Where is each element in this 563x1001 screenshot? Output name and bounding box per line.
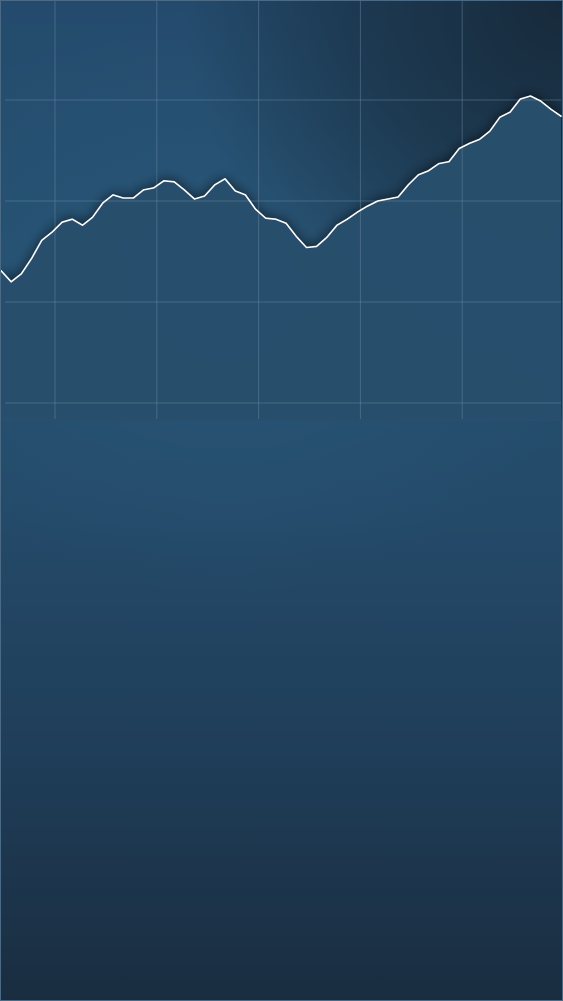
data-point-48 bbox=[489, 131, 491, 133]
data-point-41 bbox=[418, 174, 420, 176]
data-point-27 bbox=[275, 218, 277, 220]
data-point-37 bbox=[377, 200, 379, 202]
data-point-12 bbox=[122, 197, 124, 199]
data-point-22 bbox=[224, 178, 226, 180]
data-point-20 bbox=[204, 195, 206, 197]
data-point-23 bbox=[234, 190, 236, 192]
data-point-6 bbox=[61, 221, 63, 223]
data-point-30 bbox=[306, 247, 308, 249]
data-point-17 bbox=[173, 181, 175, 183]
data-point-55 bbox=[560, 115, 562, 117]
data-point-2 bbox=[21, 273, 23, 275]
data-point-11 bbox=[112, 194, 114, 196]
data-point-25 bbox=[255, 208, 257, 210]
data-point-34 bbox=[346, 218, 348, 220]
data-point-33 bbox=[336, 224, 338, 226]
data-point-42 bbox=[428, 170, 430, 172]
data-point-36 bbox=[367, 205, 369, 207]
data-point-40 bbox=[408, 184, 410, 186]
data-point-49 bbox=[499, 116, 501, 118]
data-point-52 bbox=[530, 95, 532, 97]
data-point-31 bbox=[316, 246, 318, 248]
data-point-19 bbox=[194, 198, 196, 200]
data-point-24 bbox=[245, 194, 247, 196]
data-point-10 bbox=[102, 202, 104, 204]
data-point-32 bbox=[326, 237, 328, 239]
data-point-46 bbox=[469, 143, 471, 145]
data-point-21 bbox=[214, 184, 216, 186]
series-line bbox=[1, 95, 562, 283]
data-point-50 bbox=[509, 111, 511, 113]
data-point-7 bbox=[72, 218, 74, 220]
chart-svg bbox=[1, 1, 562, 421]
data-point-35 bbox=[357, 211, 359, 213]
data-point-45 bbox=[458, 148, 460, 150]
data-point-9 bbox=[92, 216, 94, 218]
data-point-18 bbox=[184, 189, 186, 191]
data-point-44 bbox=[448, 161, 450, 163]
data-point-16 bbox=[163, 180, 165, 182]
data-point-14 bbox=[143, 189, 145, 191]
data-point-4 bbox=[41, 240, 43, 242]
data-point-51 bbox=[520, 98, 522, 100]
data-point-5 bbox=[51, 232, 53, 234]
data-point-38 bbox=[387, 198, 389, 200]
data-point-15 bbox=[153, 187, 155, 189]
data-point-54 bbox=[550, 108, 552, 110]
data-point-53 bbox=[540, 100, 542, 102]
data-point-39 bbox=[397, 196, 399, 198]
data-point-43 bbox=[438, 163, 440, 165]
data-point-8 bbox=[82, 224, 84, 226]
data-point-29 bbox=[296, 236, 298, 238]
data-point-28 bbox=[285, 222, 287, 224]
series-area bbox=[1, 96, 561, 421]
data-point-1 bbox=[10, 281, 12, 283]
line-area-chart bbox=[1, 1, 562, 421]
data-point-13 bbox=[133, 197, 135, 199]
data-point-3 bbox=[31, 258, 33, 260]
data-point-26 bbox=[265, 217, 267, 219]
data-point-47 bbox=[479, 139, 481, 141]
